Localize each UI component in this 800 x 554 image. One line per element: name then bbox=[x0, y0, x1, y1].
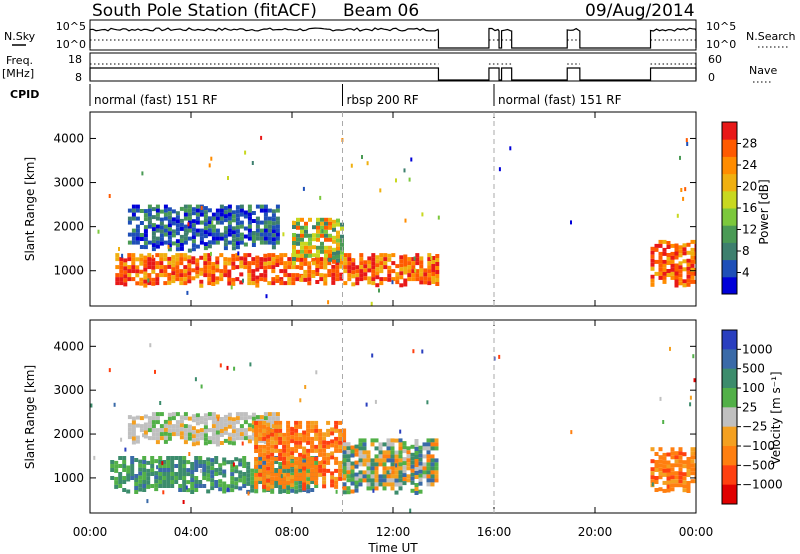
power-cbar-seg-7 bbox=[722, 156, 737, 175]
power-ylabel: Slant Range [km] bbox=[23, 157, 37, 261]
power-cbar-seg-8 bbox=[722, 139, 737, 157]
velocity-cbar-tick-6: −500 bbox=[742, 458, 775, 472]
x-axis-label: Time UT bbox=[367, 541, 418, 554]
nsky-tick-top: 10^5 bbox=[56, 20, 86, 33]
velocity-cbar-seg-2 bbox=[722, 368, 737, 389]
power-cbar-seg-5 bbox=[722, 190, 737, 209]
power-ytick-2: 3000 bbox=[53, 176, 84, 190]
nsearch-tick-top: 10^5 bbox=[706, 20, 736, 33]
velocity-cbar-seg-3 bbox=[722, 388, 737, 408]
velocity-cbar-seg-5 bbox=[722, 426, 737, 447]
power-cbar-seg-2 bbox=[722, 242, 737, 261]
velocity-ylabel: Slant Range [km] bbox=[23, 365, 37, 469]
nsky-line bbox=[89, 27, 697, 49]
velocity-cbar-tick-5: −100 bbox=[742, 439, 775, 453]
nsearch-tick-bottom: 10^0 bbox=[706, 38, 736, 51]
freq-line bbox=[89, 67, 697, 81]
velocity-cbar-tick-4: −25 bbox=[742, 420, 767, 434]
xtick-3: 12:00 bbox=[376, 525, 411, 539]
power-cbar-seg-3 bbox=[722, 225, 737, 243]
power-cbar-tick-0: 4 bbox=[742, 266, 750, 280]
nsky-trace bbox=[89, 27, 697, 49]
velocity-ytick-0: 1000 bbox=[53, 471, 84, 485]
velocity-colorbar: 1000 500 100 25 −25 −100 −500 −1000 bbox=[721, 329, 783, 505]
velocity-cbar-tick-3: 25 bbox=[742, 400, 757, 414]
power-colorbar-label: Power [dB] bbox=[757, 179, 771, 244]
velocity-cbar-tick-7: −1000 bbox=[742, 478, 783, 492]
nave-tick-bottom: 0 bbox=[708, 71, 715, 84]
nsky-panel-frame bbox=[89, 19, 697, 51]
power-cbar-tick-3: 16 bbox=[742, 201, 757, 215]
freq-tick-top: 18 bbox=[68, 53, 82, 66]
xtick-5: 20:00 bbox=[578, 525, 613, 539]
power-colorbar: 4 8 12 16 20 24 28 bbox=[721, 121, 757, 295]
beam-label: Beam 06 bbox=[343, 1, 419, 21]
power-cbar-seg-4 bbox=[722, 208, 737, 226]
power-cbar-tick-1: 8 bbox=[742, 244, 750, 258]
cpid-mode-1: rbsp 200 RF bbox=[347, 93, 419, 107]
velocity-heatmap bbox=[90, 343, 696, 513]
freq-trace bbox=[89, 63, 697, 81]
velocity-cbar-seg-7 bbox=[722, 465, 737, 486]
velocity-cbar-seg-1 bbox=[722, 349, 737, 370]
velocity-cbar-tick-0: 1000 bbox=[742, 342, 773, 356]
xtick-4: 16:00 bbox=[477, 525, 512, 539]
power-cbar-tick-4: 20 bbox=[742, 180, 757, 194]
freq-label-line2: [MHz] bbox=[2, 67, 34, 80]
cpid-mode-2: normal (fast) 151 RF bbox=[498, 93, 622, 107]
freq-label-line1: Freq. bbox=[6, 54, 33, 67]
power-cbar-seg-6 bbox=[722, 173, 737, 192]
freq-panel-frame bbox=[89, 52, 697, 82]
power-cbar-tick-2: 12 bbox=[742, 223, 757, 237]
power-ytick-3: 4000 bbox=[53, 131, 84, 145]
power-cbar-tick-6: 28 bbox=[742, 137, 757, 151]
cpid-modes: normal (fast) 151 RF rbsp 200 RF normal (f… bbox=[89, 84, 622, 107]
xtick-0: 00:00 bbox=[73, 525, 108, 539]
velocity-cbar-tick-2: 100 bbox=[742, 381, 765, 395]
power-cbar-tick-5: 24 bbox=[742, 158, 757, 172]
freq-tick-bottom: 8 bbox=[75, 71, 82, 84]
nave-tick-top: 60 bbox=[708, 53, 722, 66]
velocity-ytick-3: 4000 bbox=[53, 339, 84, 353]
power-ytick-0: 1000 bbox=[53, 264, 84, 278]
velocity-cbar-tick-1: 500 bbox=[742, 362, 765, 376]
station-title: South Pole Station (fitACF) bbox=[92, 1, 317, 21]
xtick-1: 04:00 bbox=[174, 525, 209, 539]
xtick-6: 00:00 bbox=[679, 525, 714, 539]
nsky-tick-bottom: 10^0 bbox=[56, 38, 86, 51]
velocity-colorbar-label: Velocity [m s⁻¹] bbox=[769, 371, 783, 464]
cpid-mode-0: normal (fast) 151 RF bbox=[94, 93, 218, 107]
nsearch-label: N.Search bbox=[746, 30, 796, 43]
power-ytick-1: 2000 bbox=[53, 220, 84, 234]
power-heatmap bbox=[97, 135, 696, 306]
velocity-cbar-seg-8 bbox=[722, 484, 737, 505]
power-cbar-seg-1 bbox=[722, 259, 737, 278]
power-cbar-seg-0 bbox=[722, 276, 737, 295]
velocity-cbar-seg-4 bbox=[722, 407, 737, 428]
velocity-cbar-seg-0 bbox=[722, 330, 737, 350]
cpid-label: CPID bbox=[10, 88, 39, 101]
power-cbar-seg-9 bbox=[722, 122, 737, 140]
xtick-2: 08:00 bbox=[275, 525, 310, 539]
nave-label: Nave bbox=[749, 64, 777, 77]
velocity-ytick-1: 2000 bbox=[53, 427, 84, 441]
velocity-ytick-2: 3000 bbox=[53, 383, 84, 397]
velocity-cbar-seg-6 bbox=[722, 446, 737, 466]
nsky-label: N.Sky bbox=[4, 30, 36, 43]
date-label: 09/Aug/2014 bbox=[585, 1, 695, 21]
